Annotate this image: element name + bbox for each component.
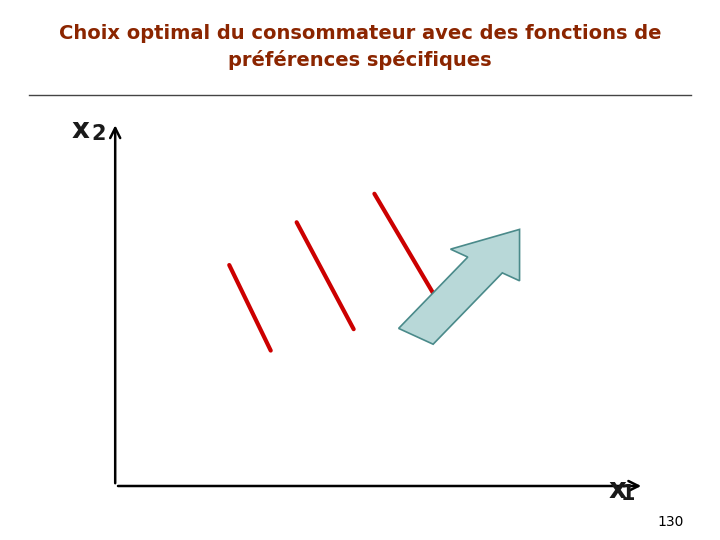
Text: x: x [608,476,626,504]
Text: Choix optimal du consommateur avec des fonctions de
préférences spécifiques: Choix optimal du consommateur avec des f… [59,24,661,70]
Polygon shape [399,230,520,344]
Text: 130: 130 [657,515,684,529]
Text: 2: 2 [91,124,106,144]
Text: 1: 1 [621,484,635,504]
Text: x: x [72,116,90,144]
